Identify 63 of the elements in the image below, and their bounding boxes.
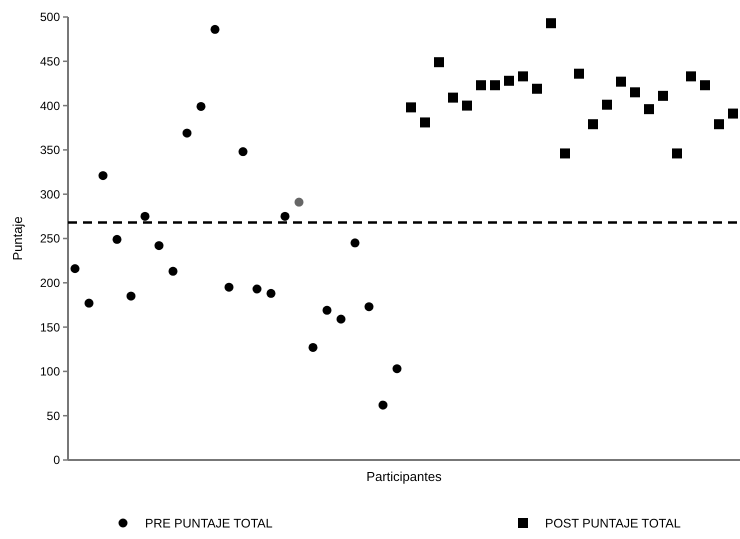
point	[658, 90, 668, 101]
point	[168, 266, 178, 276]
point	[266, 288, 276, 298]
point	[420, 117, 430, 128]
point	[70, 264, 80, 274]
point	[560, 148, 570, 158]
point	[700, 80, 710, 90]
y-tick-label: 200	[40, 276, 60, 290]
point	[280, 212, 290, 221]
point	[336, 314, 346, 324]
y-axis-title: Puntaje	[10, 216, 25, 261]
y-tick-label: 250	[40, 232, 60, 246]
point	[546, 18, 556, 28]
point	[182, 128, 192, 138]
point	[350, 238, 360, 248]
point	[392, 364, 402, 374]
point	[518, 71, 528, 82]
point	[588, 119, 598, 130]
point	[602, 100, 612, 110]
point	[448, 92, 458, 103]
point	[322, 306, 332, 315]
point	[210, 24, 220, 34]
y-tick-label: 150	[40, 320, 60, 334]
x-axis-title: Participantes	[366, 469, 442, 484]
point	[462, 100, 472, 111]
point	[252, 284, 262, 294]
y-tick-label: 300	[40, 187, 60, 202]
point	[98, 171, 108, 180]
point	[364, 302, 374, 312]
point	[406, 102, 416, 112]
y-tick-label: 100	[40, 364, 60, 379]
point	[672, 148, 682, 158]
point	[728, 108, 738, 119]
point	[196, 102, 206, 111]
point	[532, 84, 542, 94]
y-tick-label: 50	[46, 408, 60, 423]
point	[616, 76, 626, 87]
y-tick-label: 450	[40, 54, 60, 68]
y-tick-label: 400	[40, 98, 60, 113]
point	[504, 76, 514, 86]
point	[630, 87, 640, 98]
point	[686, 71, 696, 82]
legend-label: POST PUNTAJE TOTAL	[545, 516, 681, 530]
point	[476, 80, 486, 90]
point	[112, 234, 122, 244]
point	[126, 292, 136, 301]
y-tick-label: 500	[40, 10, 60, 24]
point	[434, 57, 444, 68]
point	[84, 298, 94, 308]
point	[378, 400, 388, 410]
legend-label: PRE PUNTAJE TOTAL	[145, 516, 273, 530]
point	[154, 241, 164, 250]
point	[294, 198, 304, 207]
point	[714, 119, 724, 130]
point	[224, 282, 234, 292]
point	[490, 80, 500, 90]
point	[308, 342, 318, 352]
y-tick-label: 350	[40, 143, 60, 158]
point	[140, 212, 150, 221]
point	[644, 104, 654, 114]
point	[574, 68, 584, 79]
y-tick-label: 0	[53, 453, 60, 468]
point	[238, 147, 248, 156]
